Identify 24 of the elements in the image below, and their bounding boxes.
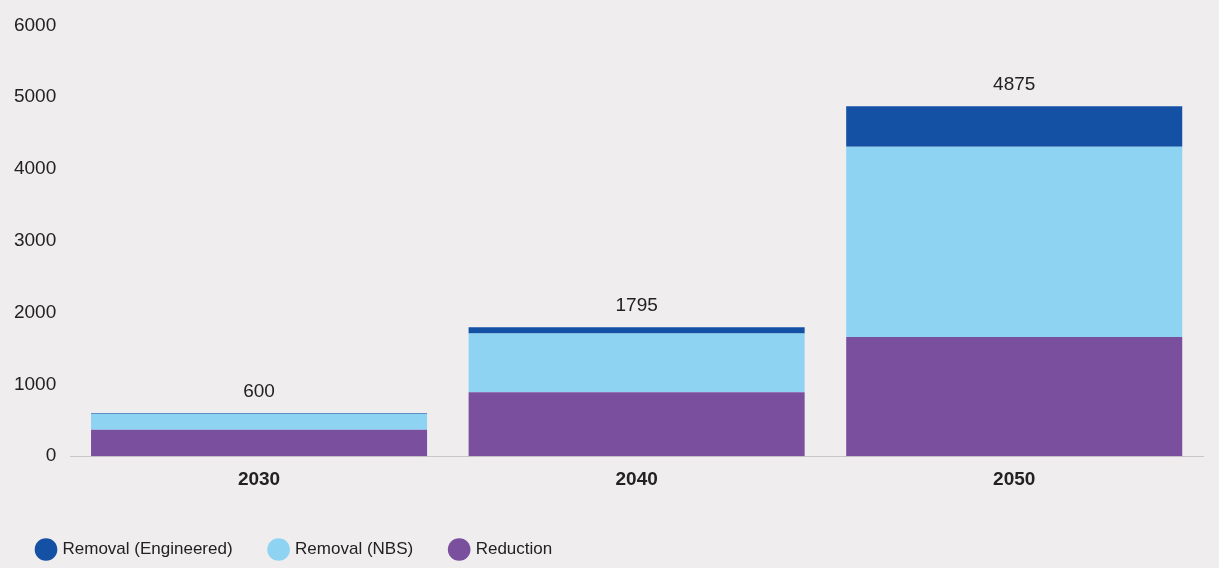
total-label: 600 bbox=[243, 379, 275, 401]
x-tick-label: 2030 bbox=[237, 467, 281, 489]
x-tick-label: 2050 bbox=[993, 467, 1036, 489]
bar bbox=[468, 392, 805, 457]
y-tick-label: 5000 bbox=[13, 85, 57, 107]
x-tick-label: 2040 bbox=[615, 467, 658, 489]
y-tick-label: 3000 bbox=[13, 229, 57, 251]
bar bbox=[846, 337, 1183, 457]
bar bbox=[91, 429, 428, 457]
legend-label: Removal (NBS) bbox=[295, 539, 414, 559]
bar bbox=[468, 327, 805, 334]
bar bbox=[846, 146, 1183, 338]
bar bbox=[468, 333, 805, 393]
legend-label: Reduction bbox=[475, 539, 553, 559]
legend-label: Removal (Engineered) bbox=[62, 539, 233, 559]
y-tick-label: 6000 bbox=[13, 13, 57, 35]
y-tick-label: 1000 bbox=[13, 372, 57, 394]
y-tick-label: 4000 bbox=[13, 157, 57, 179]
y-tick-label: 0 bbox=[45, 444, 57, 466]
bar bbox=[91, 413, 428, 430]
total-label: 1795 bbox=[615, 294, 658, 316]
y-tick-label: 2000 bbox=[13, 300, 57, 322]
bar bbox=[846, 106, 1183, 147]
total-label: 4875 bbox=[993, 72, 1036, 94]
